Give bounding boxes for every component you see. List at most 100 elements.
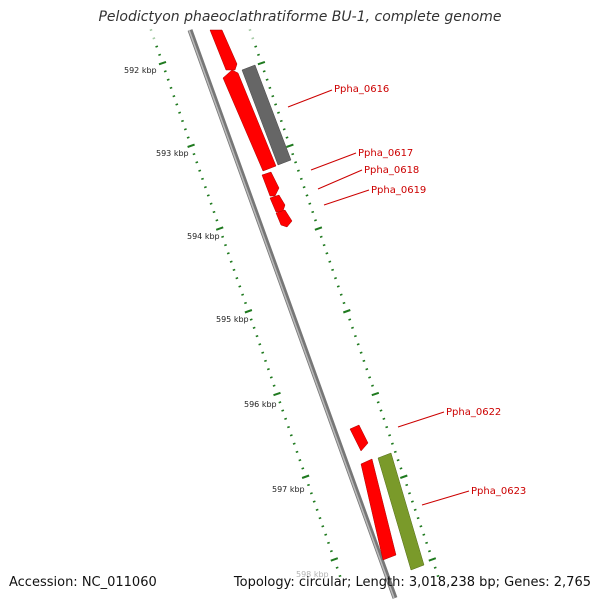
inner-minor-tick [221, 235, 225, 238]
inner-major-tick [273, 391, 281, 397]
outer-minor-tick [331, 268, 335, 272]
gene-label-ppha-0616[interactable]: Ppha_0616 [334, 84, 389, 95]
tick-label-598: 598 kbp [296, 570, 329, 579]
inner-minor-tick [158, 53, 162, 56]
inner-minor-tick [183, 128, 187, 131]
outer-minor-tick [368, 376, 372, 379]
gene-label-ppha-0619[interactable]: Ppha_0619 [371, 185, 426, 196]
inner-minor-tick [209, 202, 213, 205]
outer-major-tick [371, 391, 380, 397]
inner-minor-tick [261, 351, 265, 354]
outer-minor-tick [416, 516, 420, 520]
inner-minor-tick [252, 326, 256, 329]
inner-minor-tick [169, 86, 173, 90]
gene-ppha-0623[interactable] [377, 452, 425, 571]
outer-minor-tick [302, 186, 306, 189]
outer-major-tick [314, 226, 323, 231]
inner-major-tick [158, 60, 167, 66]
outer-major-tick [342, 309, 351, 314]
outer-minor-tick [251, 37, 255, 40]
outer-minor-tick [285, 136, 289, 139]
outer-minor-tick [356, 343, 360, 346]
outer-minor-tick [436, 574, 440, 578]
outer-minor-tick [305, 194, 309, 197]
inner-minor-tick [215, 219, 219, 222]
inner-minor-tick [321, 525, 325, 528]
inner-minor-tick [212, 210, 216, 214]
outer-minor-tick [408, 492, 411, 495]
inner-minor-tick [258, 343, 262, 346]
tick-label-596: 596 kbp [244, 400, 277, 409]
outer-minor-tick [325, 252, 329, 255]
outer-minor-tick [388, 434, 392, 437]
inner-minor-tick [329, 550, 333, 553]
gene-label-ppha-0622[interactable]: Ppha_0622 [446, 407, 501, 418]
tick-label-593: 593 kbp [156, 149, 189, 158]
gene-label-ppha-0617[interactable]: Ppha_0617 [358, 148, 413, 159]
outer-minor-tick [382, 417, 386, 420]
outer-major-tick [286, 143, 294, 148]
outer-minor-tick [399, 467, 403, 470]
inner-major-tick [244, 309, 253, 314]
outer-minor-tick [422, 533, 426, 536]
inner-minor-tick [238, 285, 242, 288]
leader-line-ppha-0622 [397, 411, 445, 428]
outer-minor-tick [425, 541, 429, 545]
inner-minor-tick [229, 260, 233, 263]
outer-minor-tick [371, 384, 374, 387]
gene-ppha-0619[interactable] [275, 209, 293, 228]
inner-minor-tick [307, 483, 310, 487]
genome-backbone [187, 29, 398, 599]
gene-ppha-0622[interactable] [349, 424, 369, 452]
inner-minor-tick [295, 450, 299, 454]
inner-minor-tick [281, 409, 285, 412]
inner-minor-tick [312, 500, 316, 503]
gene-unlabeled-3[interactable] [360, 458, 397, 561]
inner-minor-tick [272, 384, 276, 387]
outer-minor-tick [282, 128, 286, 131]
inner-major-tick [215, 226, 224, 231]
outer-minor-tick [362, 359, 366, 363]
inner-minor-tick [192, 152, 196, 156]
outer-minor-tick [396, 459, 400, 462]
inner-minor-tick [152, 37, 156, 40]
inner-minor-tick [201, 177, 204, 181]
inner-minor-tick [203, 186, 207, 189]
outer-minor-tick [379, 409, 383, 412]
outer-minor-tick [311, 210, 315, 214]
tick-label-597: 597 kbp [272, 485, 305, 494]
inner-minor-tick [324, 533, 328, 536]
inner-major-tick [187, 143, 195, 148]
outer-minor-tick [365, 368, 369, 371]
outer-major-tick [399, 474, 408, 479]
inner-minor-tick [289, 434, 293, 437]
inner-minor-tick [284, 417, 288, 420]
gene-unlabeled-top[interactable] [209, 29, 238, 71]
inner-minor-tick [235, 277, 239, 280]
outer-minor-tick [359, 351, 363, 354]
tick-label-594: 594 kbp [187, 232, 220, 241]
inner-minor-tick [327, 541, 330, 545]
gene-ppha-0616[interactable] [241, 64, 292, 166]
inner-minor-tick [249, 318, 253, 321]
inner-minor-tick [224, 243, 227, 247]
leader-line-ppha-0617 [310, 152, 357, 171]
gene-label-ppha-0623[interactable]: Ppha_0623 [471, 486, 526, 497]
inner-minor-tick [255, 334, 259, 338]
gene-ppha-0618[interactable] [269, 194, 286, 213]
outer-minor-tick [319, 235, 323, 238]
inner-minor-tick [166, 78, 170, 81]
gene-unlabeled-2[interactable] [222, 69, 277, 172]
genome-backbone-highlight [188, 29, 395, 599]
outer-minor-tick [274, 103, 278, 106]
inner-minor-tick [178, 111, 182, 114]
outer-minor-tick [376, 401, 380, 404]
inner-minor-tick [195, 161, 199, 164]
gene-label-ppha-0618[interactable]: Ppha_0618 [364, 165, 419, 176]
gene-ppha-0617[interactable] [261, 171, 280, 197]
inner-minor-tick [175, 103, 179, 106]
outer-major-tick [257, 60, 266, 66]
inner-minor-tick [315, 508, 319, 511]
inner-minor-tick [266, 368, 270, 371]
